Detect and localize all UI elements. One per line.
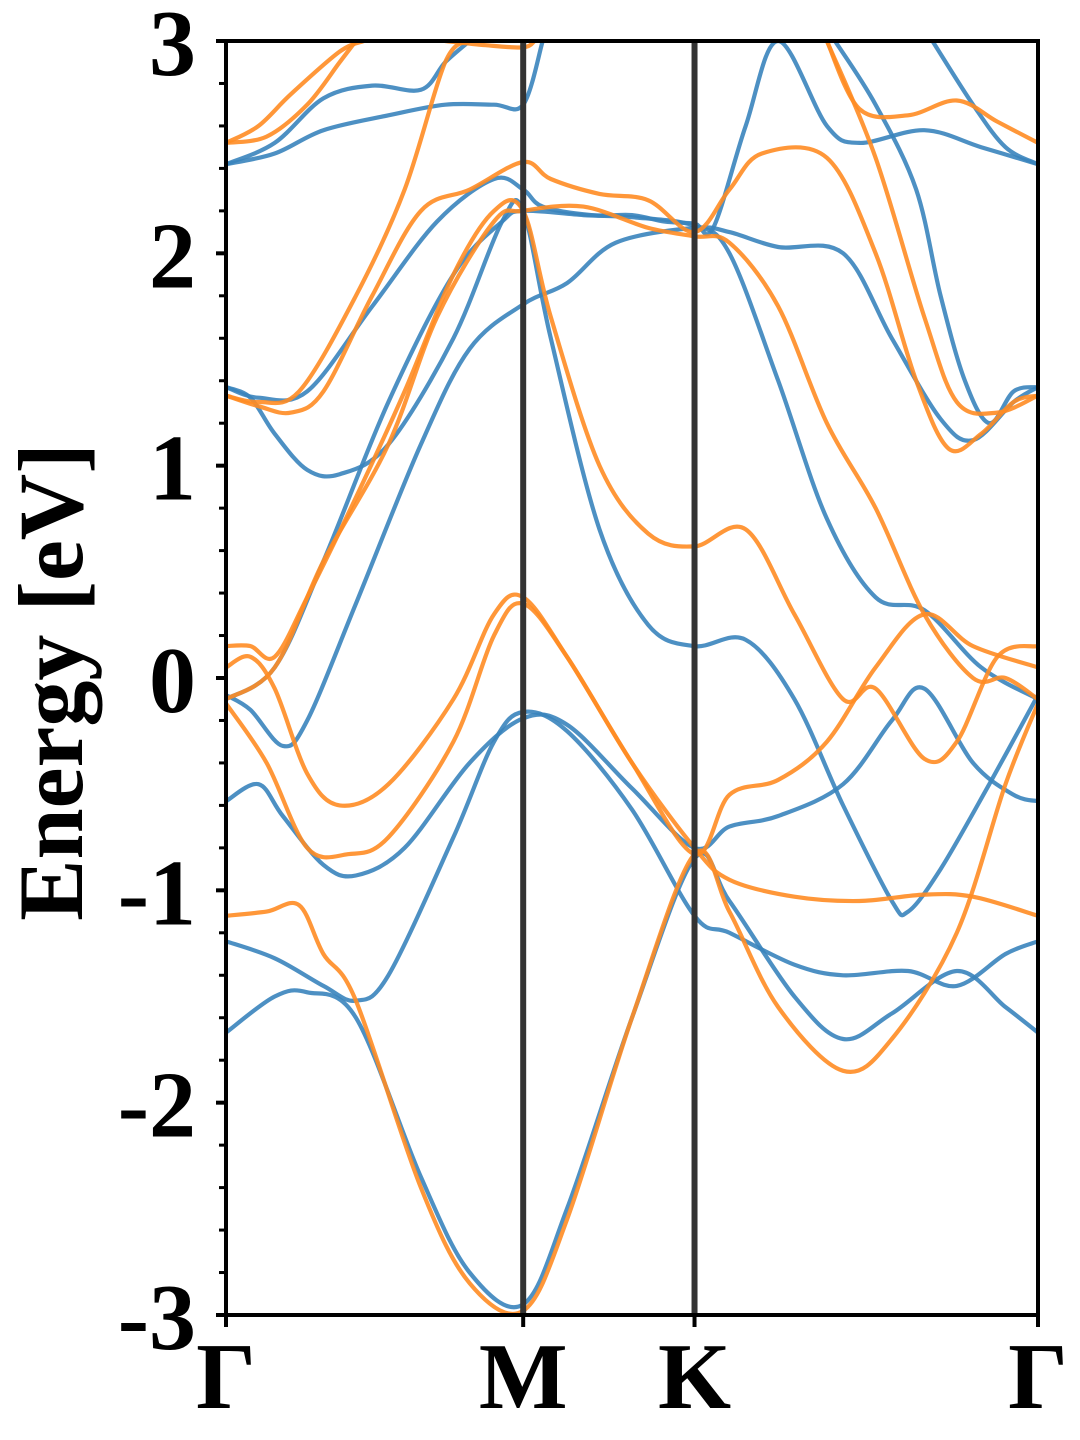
- band-line-orange-17: [226, 41, 472, 406]
- band-line-orange-21: [824, 41, 1038, 145]
- xtick-label-K: K: [658, 1325, 731, 1429]
- ytick-label: 0: [149, 629, 196, 733]
- band-line-blue-2: [226, 685, 1038, 879]
- band-line-blue-10: [930, 41, 1038, 167]
- high-symmetry-lines: [520, 41, 698, 1315]
- band-line-orange-14: [226, 203, 1038, 702]
- band-line-blue-3: [226, 225, 1038, 749]
- band-line-orange-11: [226, 701, 1038, 1315]
- ytick-label: 1: [149, 417, 196, 521]
- ytick-label: 3: [149, 0, 196, 96]
- band-line-orange-20: [226, 41, 367, 145]
- ytick-label: 2: [149, 204, 196, 308]
- band-line-blue-9: [832, 41, 1038, 426]
- y-axis-label: Energy [eV]: [0, 443, 102, 921]
- ytick-label: -2: [118, 1054, 196, 1158]
- plot-axes: [224, 39, 1040, 1317]
- band-line-blue-6: [226, 41, 1038, 403]
- ytick-label: -3: [118, 1266, 196, 1370]
- axes-frame: [224, 39, 1040, 1317]
- y-ticks: -3 -2 -1 0 1 2 3: [118, 0, 226, 1370]
- ytick-label: -1: [118, 841, 196, 945]
- band-line-orange-16: [226, 145, 1038, 454]
- band-line-blue-5: [226, 197, 1038, 918]
- xtick-label-Γ: Γ: [1008, 1325, 1068, 1429]
- series-group: [226, 41, 1038, 1315]
- band-line-orange-22: [824, 41, 1038, 416]
- band-line-orange-13: [226, 592, 1038, 857]
- band-line-orange-18: [226, 41, 358, 145]
- xtick-label-M: M: [479, 1325, 568, 1429]
- xtick-label-Γ: Γ: [196, 1325, 256, 1429]
- band-line-orange-15: [226, 198, 1038, 765]
- band-line-blue-0: [226, 851, 1038, 1310]
